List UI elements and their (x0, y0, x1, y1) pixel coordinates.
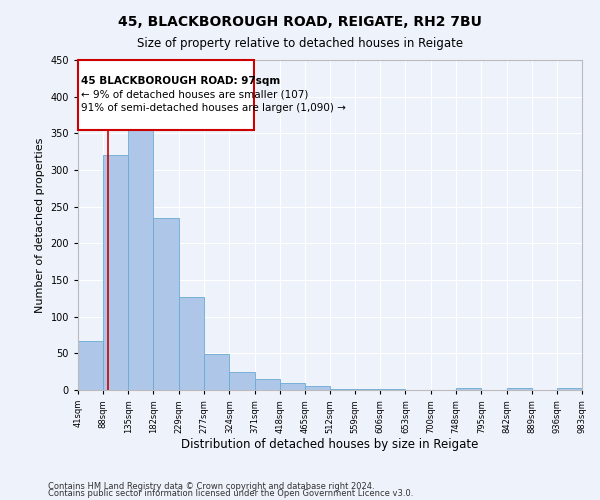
FancyBboxPatch shape (78, 60, 254, 130)
Bar (103, 156, 128, 390)
Bar (204, 354, 229, 390)
Text: Size of property relative to detached houses in Reigate: Size of property relative to detached ho… (137, 38, 463, 51)
Bar (456, 388, 481, 390)
Text: ← 9% of detached houses are smaller (107): ← 9% of detached houses are smaller (107… (80, 90, 308, 100)
Bar (179, 297, 204, 390)
Text: 45 BLACKBOROUGH ROAD: 97sqm: 45 BLACKBOROUGH ROAD: 97sqm (80, 76, 280, 86)
Bar (305, 386, 330, 390)
Bar (506, 388, 532, 390)
Bar (254, 379, 280, 390)
Text: Contains HM Land Registry data © Crown copyright and database right 2024.: Contains HM Land Registry data © Crown c… (48, 482, 374, 491)
Text: 45, BLACKBOROUGH ROAD, REIGATE, RH2 7BU: 45, BLACKBOROUGH ROAD, REIGATE, RH2 7BU (118, 15, 482, 29)
X-axis label: Distribution of detached houses by size in Reigate: Distribution of detached houses by size … (181, 438, 479, 452)
Bar (78, 341, 103, 390)
Bar (229, 372, 254, 390)
Bar (154, 218, 179, 390)
Bar (128, 128, 154, 390)
Text: Contains public sector information licensed under the Open Government Licence v3: Contains public sector information licen… (48, 489, 413, 498)
Text: 91% of semi-detached houses are larger (1,090) →: 91% of semi-detached houses are larger (… (80, 102, 346, 113)
Bar (557, 388, 582, 390)
Y-axis label: Number of detached properties: Number of detached properties (35, 138, 45, 312)
Bar (280, 382, 305, 390)
Bar (330, 388, 355, 390)
